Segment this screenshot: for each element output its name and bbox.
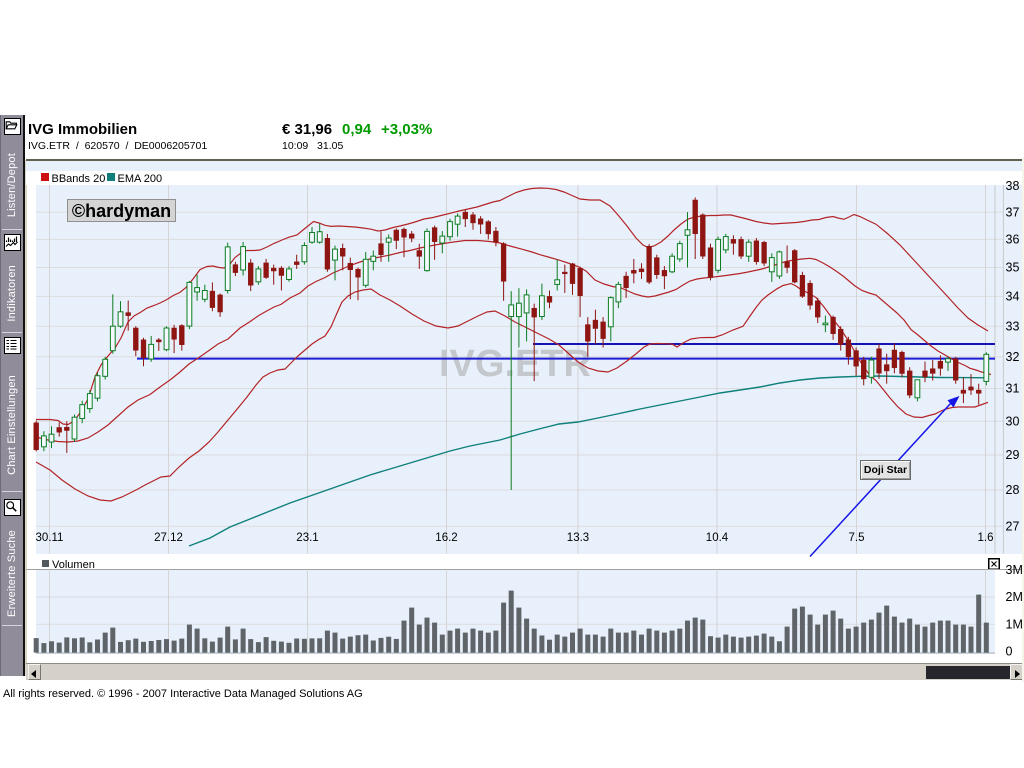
svg-text:33: 33 [1006,319,1020,333]
svg-text:2M: 2M [1006,590,1023,604]
svg-text:0: 0 [1006,645,1013,659]
svg-text:36: 36 [1006,233,1020,247]
svg-text:37: 37 [1006,205,1020,219]
svg-text:27: 27 [1006,519,1020,533]
svg-text:35: 35 [1006,261,1020,275]
svg-text:30.11: 30.11 [36,532,64,544]
svg-text:IVG.ETR: IVG.ETR [439,343,591,385]
svg-text:34: 34 [1006,290,1020,304]
svg-text:13.3: 13.3 [567,532,589,544]
svg-text:1M: 1M [1006,618,1023,632]
svg-text:10.4: 10.4 [706,532,729,544]
svg-text:38: 38 [1006,179,1020,193]
svg-text:3M: 3M [1006,563,1023,577]
svg-text:32: 32 [1006,350,1020,364]
svg-text:29: 29 [1006,448,1020,462]
svg-text:23.1: 23.1 [296,532,318,544]
svg-text:16.2: 16.2 [435,532,457,544]
svg-text:27.12: 27.12 [154,532,183,544]
svg-text:1.6: 1.6 [978,532,994,544]
svg-text:30: 30 [1006,414,1020,428]
svg-text:28: 28 [1006,483,1020,497]
svg-text:7.5: 7.5 [849,532,865,544]
svg-text:31: 31 [1006,382,1020,396]
